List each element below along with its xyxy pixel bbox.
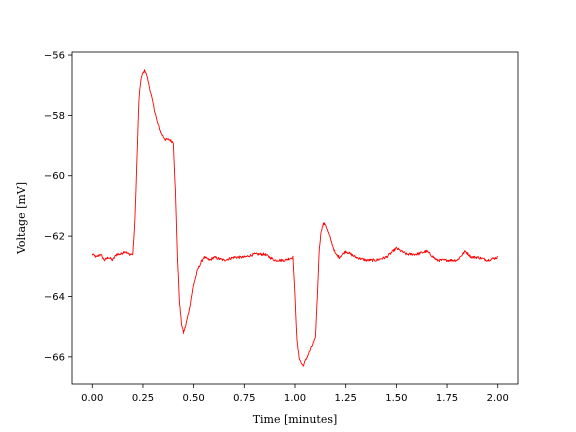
y-axis-ticks: −66 −64 −62 −60 −58 −56 — [44, 51, 72, 363]
x-tick-label: 0.00 — [81, 393, 103, 404]
y-tick-label: −62 — [44, 232, 65, 243]
plot-layer — [91, 69, 499, 367]
x-axis-label: Time [minutes] — [253, 413, 338, 426]
y-axis-label: Voltage [mV] — [15, 182, 28, 255]
voltage-trace-line — [91, 69, 499, 367]
y-tick-label: −64 — [44, 292, 65, 303]
y-tick-label: −66 — [44, 352, 65, 363]
x-tick-label: 0.25 — [132, 393, 154, 404]
x-tick-label: 0.50 — [183, 393, 205, 404]
x-tick-label: 0.75 — [233, 393, 255, 404]
x-tick-label: 1.00 — [284, 393, 306, 404]
y-tick-label: −56 — [44, 51, 65, 62]
x-axis-ticks: 0.00 0.25 0.50 0.75 1.00 1.25 1.50 1.75 2.00 — [81, 384, 509, 404]
x-tick-label: 2.00 — [487, 393, 509, 404]
y-tick-label: −60 — [44, 171, 65, 182]
x-tick-label: 1.50 — [385, 393, 407, 404]
y-tick-label: −58 — [44, 111, 65, 122]
x-tick-label: 1.25 — [335, 393, 357, 404]
x-tick-label: 1.75 — [436, 393, 458, 404]
